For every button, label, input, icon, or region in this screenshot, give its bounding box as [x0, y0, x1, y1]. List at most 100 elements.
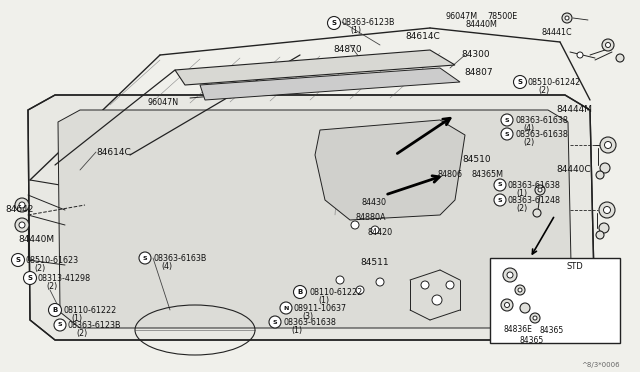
Circle shape — [562, 13, 572, 23]
Text: 08363-61638: 08363-61638 — [508, 181, 561, 190]
Text: S: S — [332, 20, 337, 26]
Text: 84510: 84510 — [462, 155, 491, 164]
Text: B: B — [52, 307, 58, 313]
Text: (4): (4) — [161, 262, 172, 271]
Text: S: S — [498, 183, 502, 187]
Circle shape — [538, 188, 542, 192]
Circle shape — [577, 52, 583, 58]
Circle shape — [533, 316, 537, 320]
Text: (1): (1) — [291, 326, 302, 335]
Text: 84440M: 84440M — [465, 20, 497, 29]
Circle shape — [269, 316, 281, 328]
Circle shape — [515, 285, 525, 295]
Text: 84836E: 84836E — [504, 325, 533, 334]
Text: 84642: 84642 — [5, 205, 33, 214]
Text: 08911-10637: 08911-10637 — [294, 304, 347, 313]
Polygon shape — [315, 120, 465, 220]
Text: S: S — [15, 257, 20, 263]
Text: 84444M: 84444M — [556, 105, 592, 114]
Circle shape — [602, 39, 614, 51]
Text: S: S — [28, 275, 33, 281]
Circle shape — [616, 54, 624, 62]
Text: (1): (1) — [318, 296, 329, 305]
Text: S: S — [58, 323, 62, 327]
Circle shape — [421, 281, 429, 289]
Circle shape — [501, 128, 513, 140]
Text: S: S — [518, 79, 522, 85]
Text: (2): (2) — [34, 264, 45, 273]
Circle shape — [605, 141, 611, 148]
Text: 96047N: 96047N — [148, 98, 179, 107]
Text: 84880A: 84880A — [355, 213, 385, 222]
Circle shape — [599, 202, 615, 218]
Text: 08510-61242: 08510-61242 — [528, 78, 581, 87]
Text: B: B — [298, 289, 303, 295]
Circle shape — [12, 253, 24, 266]
Polygon shape — [58, 110, 572, 328]
Text: STD: STD — [566, 262, 584, 271]
Text: 84614C: 84614C — [96, 148, 131, 157]
Text: (1): (1) — [71, 314, 82, 323]
Polygon shape — [175, 50, 455, 85]
Text: S: S — [505, 118, 509, 122]
Text: 08510-61623: 08510-61623 — [26, 256, 79, 265]
Circle shape — [19, 202, 25, 208]
Text: S: S — [143, 256, 147, 260]
Text: S: S — [273, 320, 277, 324]
Circle shape — [501, 299, 513, 311]
Text: 84300: 84300 — [461, 50, 490, 59]
Text: 78500E: 78500E — [487, 12, 517, 21]
Text: 08363-61248: 08363-61248 — [508, 196, 561, 205]
Circle shape — [351, 221, 359, 229]
Text: 96047M: 96047M — [445, 12, 477, 21]
Circle shape — [336, 276, 344, 284]
Text: 84807: 84807 — [464, 68, 493, 77]
Text: (3): (3) — [302, 312, 313, 321]
Circle shape — [535, 185, 545, 195]
Text: 84365: 84365 — [519, 336, 543, 345]
Circle shape — [520, 303, 530, 313]
Circle shape — [294, 285, 307, 298]
Circle shape — [565, 16, 569, 20]
Circle shape — [518, 288, 522, 292]
Circle shape — [432, 295, 442, 305]
Text: 84806: 84806 — [438, 170, 463, 179]
Circle shape — [139, 252, 151, 264]
Circle shape — [604, 206, 611, 214]
Circle shape — [530, 313, 540, 323]
Text: 84870: 84870 — [333, 45, 362, 54]
Text: (1): (1) — [516, 189, 527, 198]
Circle shape — [596, 171, 604, 179]
Text: N: N — [284, 305, 289, 311]
Text: 08363-6123B: 08363-6123B — [342, 18, 396, 27]
Text: 08363-61638: 08363-61638 — [283, 318, 336, 327]
Text: (2): (2) — [538, 86, 549, 95]
Polygon shape — [28, 95, 595, 340]
Circle shape — [605, 42, 611, 48]
Circle shape — [513, 76, 527, 89]
Text: 08313-41298: 08313-41298 — [38, 274, 91, 283]
Text: S: S — [498, 198, 502, 202]
Text: ^8/3*0006: ^8/3*0006 — [581, 362, 620, 368]
Polygon shape — [200, 68, 460, 100]
Circle shape — [15, 198, 29, 212]
Text: 84365: 84365 — [540, 326, 564, 335]
Text: S: S — [505, 131, 509, 137]
Circle shape — [376, 278, 384, 286]
Text: 08363-6123B: 08363-6123B — [68, 321, 122, 330]
Circle shape — [24, 272, 36, 285]
Circle shape — [507, 272, 513, 278]
Text: 84420: 84420 — [368, 228, 393, 237]
Circle shape — [494, 179, 506, 191]
Text: 08363-61638: 08363-61638 — [515, 130, 568, 139]
Text: 08110-61222: 08110-61222 — [310, 288, 364, 297]
Text: 08110-61222: 08110-61222 — [63, 306, 116, 315]
Text: 84440M: 84440M — [18, 235, 54, 244]
Circle shape — [600, 163, 610, 173]
Circle shape — [596, 231, 604, 239]
Text: 84614C: 84614C — [405, 32, 440, 41]
Circle shape — [446, 281, 454, 289]
Text: 08363-6163B: 08363-6163B — [153, 254, 206, 263]
Text: (1): (1) — [350, 26, 361, 35]
Text: (2): (2) — [46, 282, 57, 291]
